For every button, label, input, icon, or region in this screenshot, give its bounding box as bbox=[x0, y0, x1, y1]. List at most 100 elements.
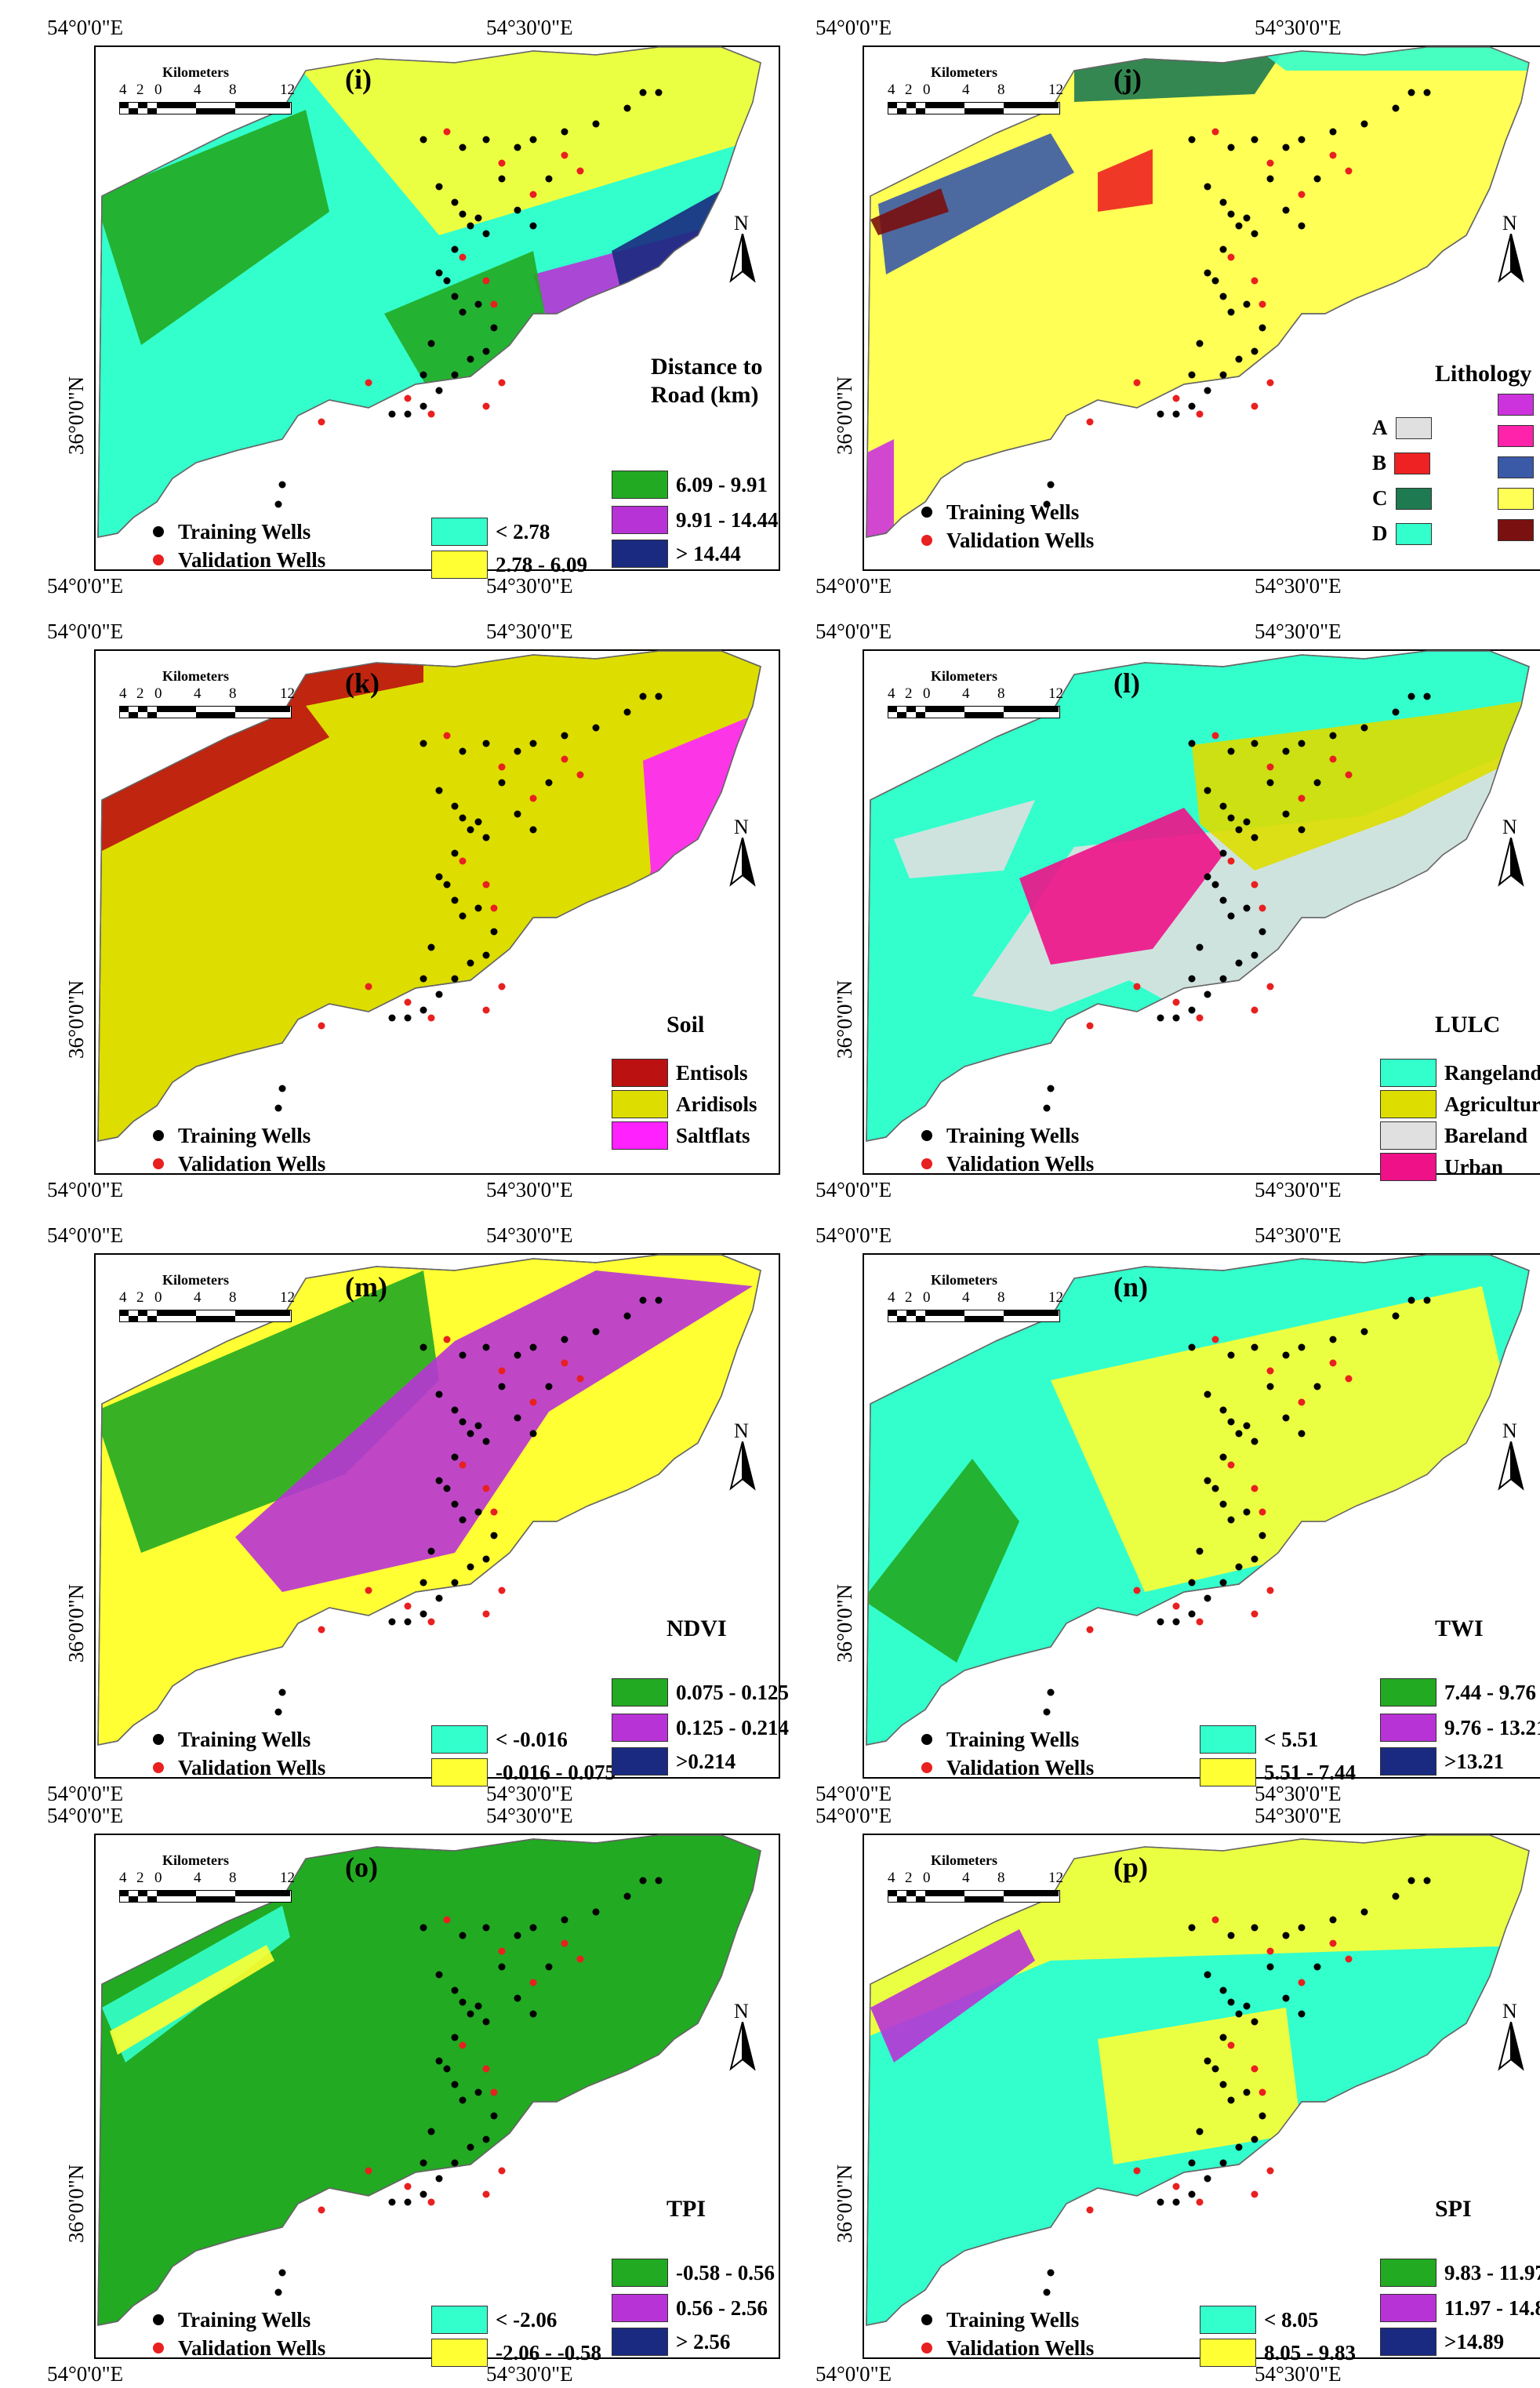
legend-swatch bbox=[612, 2259, 668, 2287]
legend-swatch bbox=[612, 471, 668, 499]
scale-bar: Kilometers 4 2 0 4 8 12 bbox=[887, 64, 1068, 119]
north-arrow-icon: N bbox=[723, 2000, 762, 2071]
lon-label-top-left: 54°0'0"E bbox=[815, 620, 892, 643]
training-well bbox=[1219, 371, 1227, 379]
validation-well bbox=[459, 2041, 467, 2049]
validation-well bbox=[1251, 2190, 1259, 2198]
validation-well bbox=[1133, 983, 1141, 990]
training-well bbox=[1360, 724, 1368, 732]
training-well bbox=[1243, 300, 1251, 308]
legend-swatch bbox=[1394, 452, 1431, 474]
lon-label-bottom-left: 54°0'0"E bbox=[47, 574, 124, 598]
training-well bbox=[1219, 198, 1227, 206]
training-well bbox=[1243, 214, 1251, 222]
validation-well bbox=[482, 1610, 490, 1618]
training-well bbox=[435, 787, 443, 794]
training-wells-entry: Training Wells bbox=[921, 2306, 1094, 2334]
lon-label-top-left: 54°0'0"E bbox=[47, 620, 124, 643]
map-panel-j: 54°0'0"E 54°30'0"E 54°0'0"E 54°30'0"E 36°0'0… bbox=[815, 16, 1540, 600]
training-well bbox=[498, 1963, 506, 1971]
lon-label-top-right: 54°30'0"E bbox=[486, 620, 573, 643]
training-well bbox=[1219, 1500, 1227, 1508]
scale-tick: 8 bbox=[229, 1289, 237, 1306]
validation-well bbox=[1266, 1947, 1274, 1955]
validation-well bbox=[443, 128, 451, 136]
training-well bbox=[1298, 2010, 1306, 2018]
validation-well bbox=[498, 1587, 506, 1594]
map-panel-o: 54°0'0"E 54°30'0"E 54°0'0"E 54°30'0"E 36°0'0… bbox=[47, 1804, 808, 2388]
training-well bbox=[623, 708, 631, 716]
validation-well bbox=[1133, 2167, 1141, 2175]
legend-item: >13.21 bbox=[1380, 1747, 1504, 1776]
scale-tick: 4 bbox=[194, 82, 202, 98]
legend-label: 0.125 - 0.214 bbox=[676, 1715, 789, 1739]
lat-label-left: 36°0'0"N bbox=[64, 980, 88, 1059]
training-well bbox=[1313, 779, 1321, 787]
scale-bar: Kilometers 4 2 0 4 8 12 bbox=[118, 64, 300, 119]
study-area-map bbox=[97, 46, 761, 538]
legend-label: 9.76 - 13.21 bbox=[1444, 1715, 1540, 1739]
training-well bbox=[474, 2002, 482, 2010]
legend-item: A bbox=[1372, 416, 1432, 440]
legend-label: >14.89 bbox=[1444, 2329, 1505, 2353]
training-well bbox=[1243, 904, 1251, 912]
training-well bbox=[420, 136, 427, 144]
training-well bbox=[1204, 269, 1211, 277]
lon-label-bottom-left: 54°0'0"E bbox=[47, 1782, 124, 1805]
training-well bbox=[529, 1343, 537, 1351]
study-area-outline bbox=[866, 46, 1530, 538]
lon-label-bottom-right: 54°30'0"E bbox=[1255, 1178, 1342, 1201]
legend-item: 0.075 - 0.125 bbox=[612, 1678, 789, 1706]
class-zone bbox=[282, 47, 761, 235]
validation-well bbox=[1266, 2167, 1274, 2175]
north-arrow-icon: N bbox=[1491, 816, 1531, 887]
validation-well bbox=[459, 1461, 467, 1469]
training-well bbox=[1329, 732, 1337, 740]
validation-well bbox=[576, 771, 584, 779]
training-well bbox=[459, 144, 467, 151]
scale-tick: 8 bbox=[997, 1289, 1005, 1306]
training-well bbox=[1266, 1963, 1274, 1971]
legend-swatch bbox=[612, 1714, 668, 1742]
training-well bbox=[474, 1422, 482, 1430]
legend-label: >0.214 bbox=[676, 1749, 736, 1773]
training-well bbox=[482, 347, 490, 355]
training-well bbox=[514, 747, 521, 755]
training-well bbox=[514, 1994, 521, 2002]
legend-swatch bbox=[612, 1747, 668, 1776]
training-well bbox=[490, 928, 498, 936]
training-well bbox=[274, 2288, 282, 2296]
validation-well bbox=[529, 191, 537, 198]
class-zone bbox=[110, 1945, 274, 2055]
validation-well bbox=[1251, 277, 1259, 285]
legend-label: Bareland bbox=[1444, 1123, 1528, 1147]
north-arrow-icon: N bbox=[1491, 1419, 1531, 1491]
validation-well bbox=[1227, 857, 1235, 865]
legend-item: B bbox=[1372, 451, 1431, 475]
validation-well bbox=[1298, 1398, 1306, 1406]
legend-swatch bbox=[431, 2306, 488, 2334]
legend-item: 9.76 - 13.21 bbox=[1380, 1714, 1540, 1742]
legend-label: Agriculture bbox=[1444, 1092, 1540, 1116]
legend-item: > 2.56 bbox=[612, 2328, 730, 2356]
training-well bbox=[545, 1383, 553, 1390]
training-well bbox=[1188, 1924, 1196, 1932]
training-well bbox=[451, 1986, 459, 1994]
validation-wells-label: Validation Wells bbox=[178, 1755, 326, 1779]
training-well bbox=[459, 1932, 467, 1939]
training-well bbox=[1043, 1708, 1051, 1716]
validation-well bbox=[1196, 1014, 1204, 1022]
legend-swatch bbox=[1498, 518, 1534, 541]
training-well bbox=[1219, 975, 1227, 983]
study-area-outline bbox=[97, 1254, 761, 1746]
legend-label: Entisols bbox=[676, 1060, 748, 1085]
lon-label-top-left: 54°0'0"E bbox=[815, 1223, 892, 1247]
legend-swatch bbox=[1380, 1714, 1436, 1742]
training-well bbox=[1407, 89, 1415, 96]
validation-well bbox=[427, 2198, 435, 2206]
validation-well bbox=[482, 2190, 490, 2198]
wells-legend: Training Wells Validation Wells bbox=[921, 498, 1094, 554]
validation-wells-entry: Validation Wells bbox=[153, 1150, 325, 1178]
north-label: N bbox=[1502, 1419, 1517, 1442]
training-well bbox=[420, 1610, 427, 1618]
